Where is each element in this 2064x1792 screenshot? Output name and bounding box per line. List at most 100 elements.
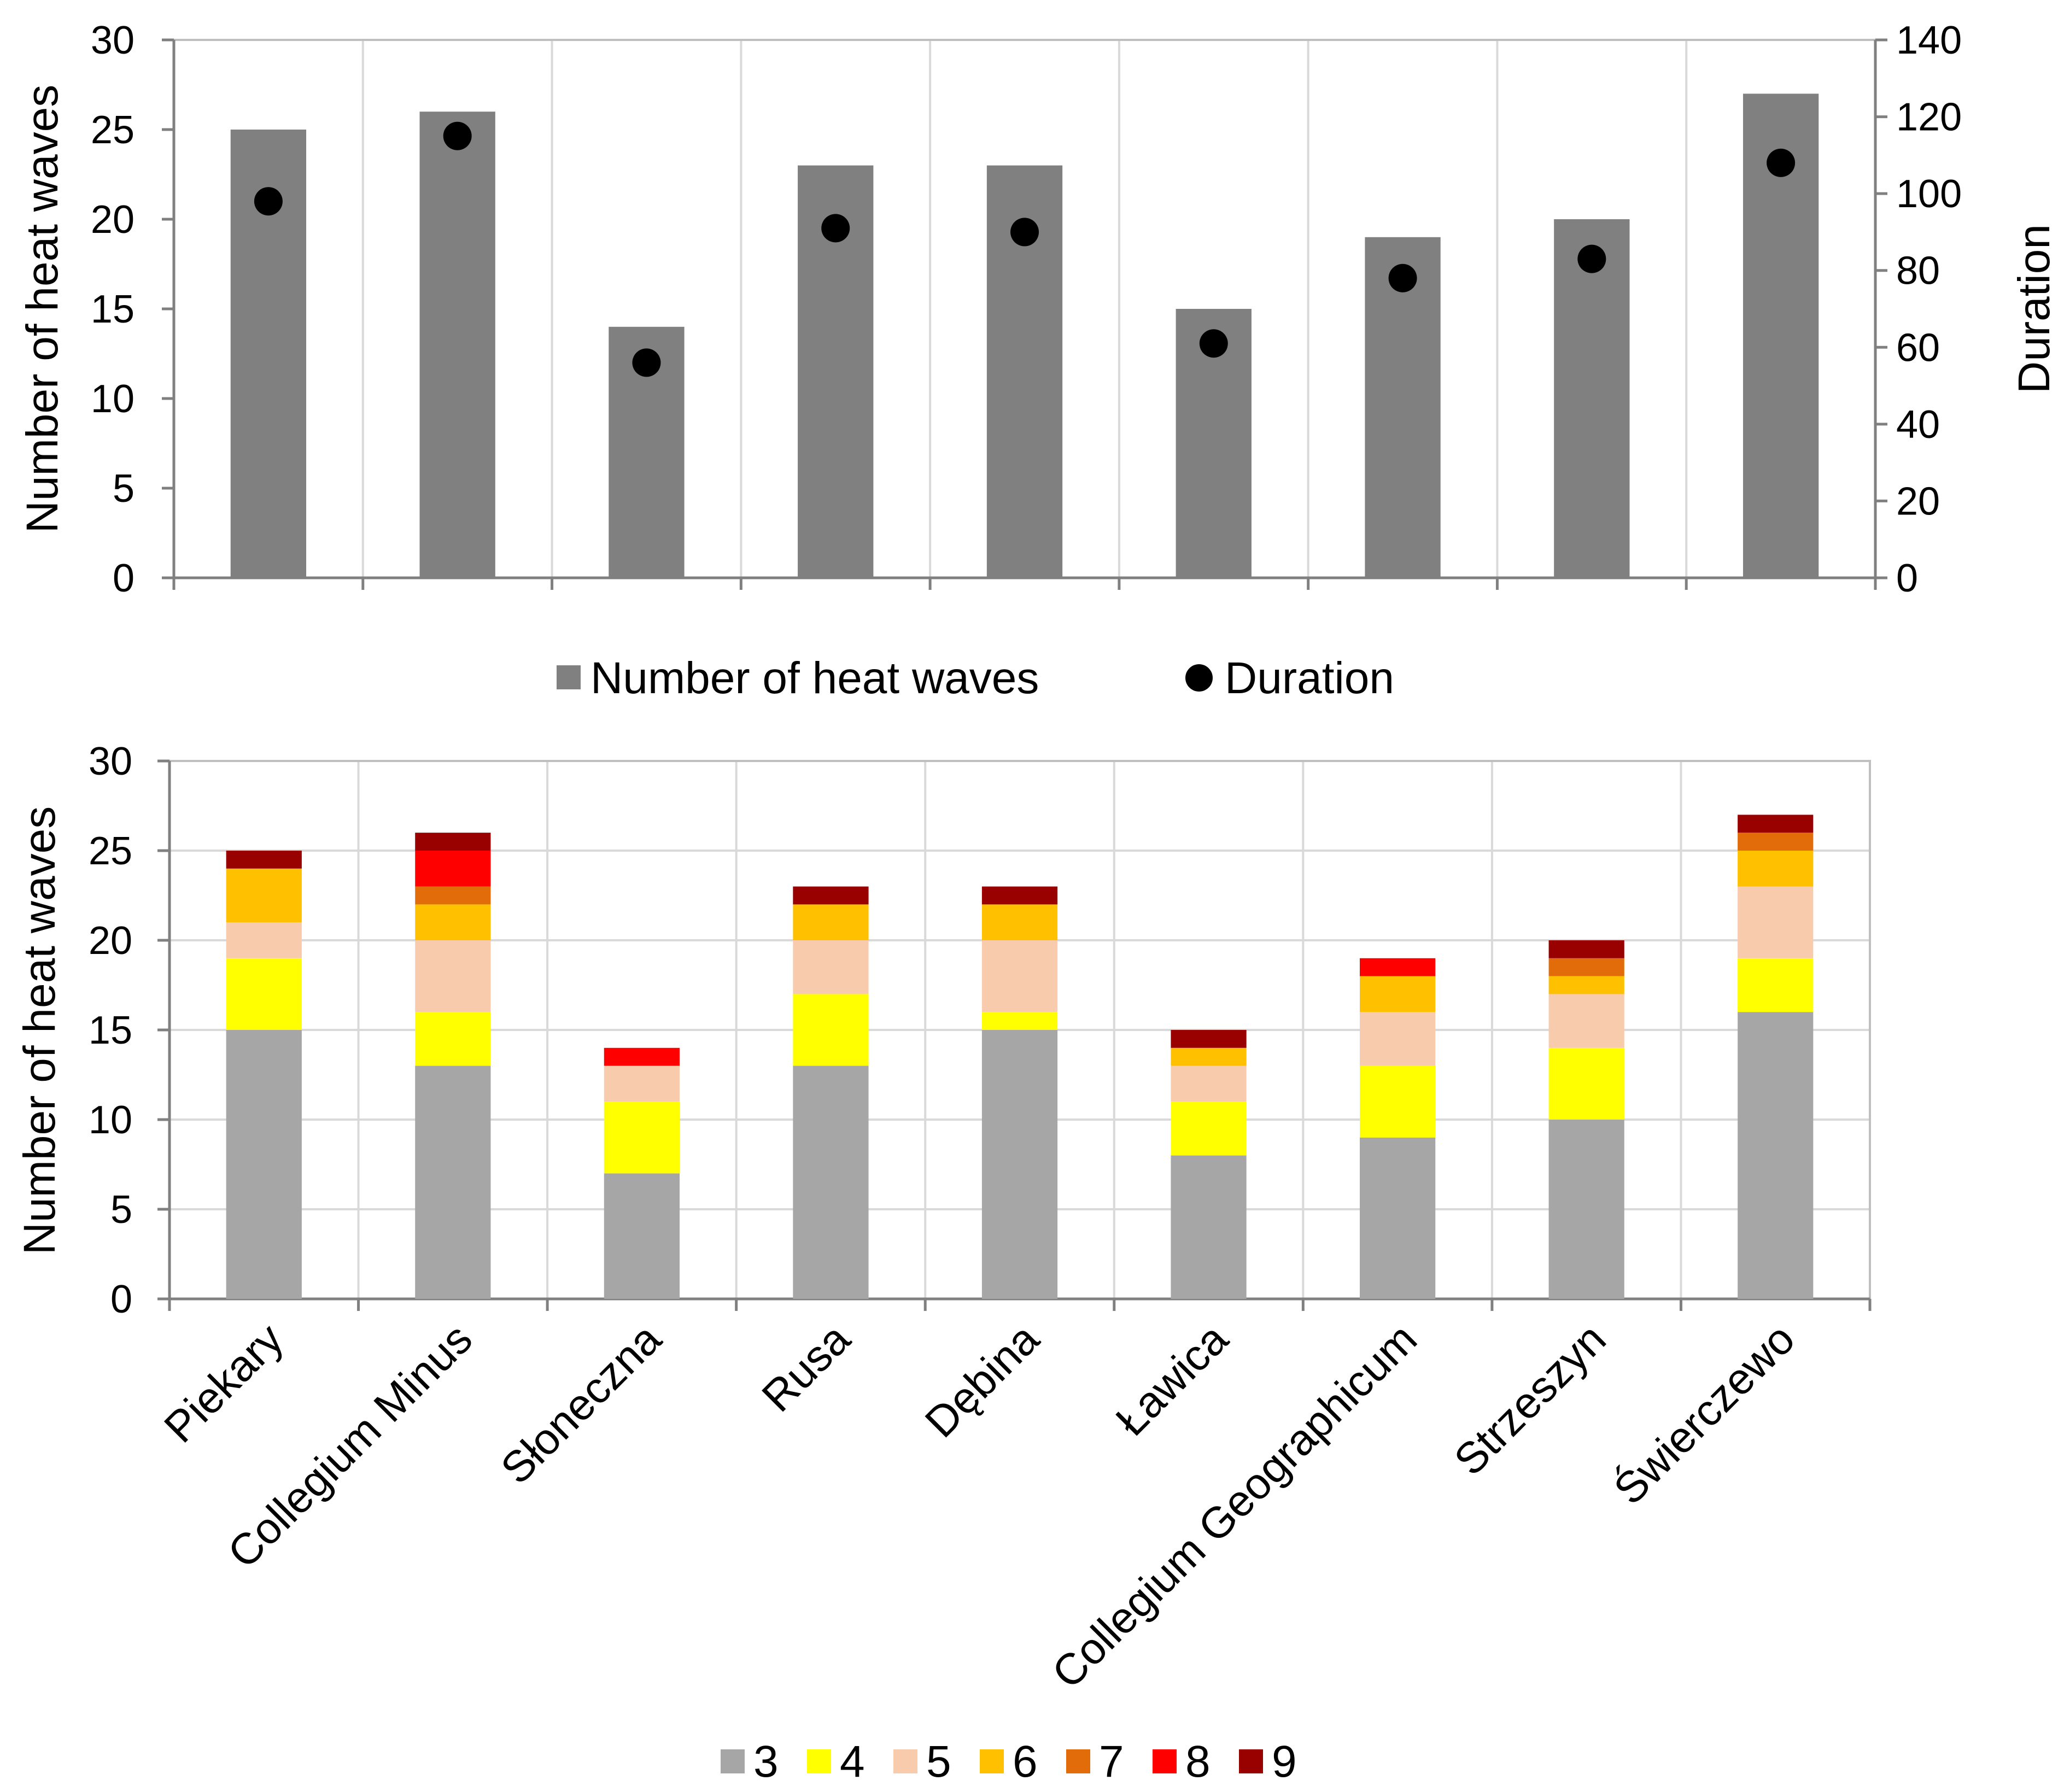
legend-marker-duration: [1185, 664, 1213, 692]
stack-segment-strzeszyn-7: [1548, 958, 1624, 976]
stack-segment-collegium-geographicum-4: [1360, 1065, 1436, 1138]
duration-point-strzeszyn: [1577, 244, 1606, 273]
top-left-tick-label: 25: [91, 108, 135, 152]
top-y-axis-title: Number of heat waves: [17, 85, 67, 533]
stack-segment-collegium-geographicum-6: [1360, 976, 1436, 1012]
top-left-tick-label: 30: [91, 19, 135, 62]
top-y2-axis-title: Duration: [2009, 224, 2059, 394]
stack-segment-collegium-geographicum-3: [1360, 1137, 1436, 1299]
top-left-tick-label: 15: [91, 288, 135, 331]
stack-segment-swierczewo-4: [1738, 958, 1814, 1012]
stack-segment-rusa-6: [793, 904, 869, 940]
bar-collegium-minus: [419, 112, 495, 578]
stack-segment-debina-5: [981, 940, 1058, 1012]
stack-segment-swierczewo-7: [1738, 833, 1814, 851]
stack-segment-piekary-5: [226, 922, 302, 958]
stack-segment-piekary-9: [226, 851, 302, 869]
top-right-tick-label: 140: [1896, 19, 1962, 62]
top-right-tick-label: 0: [1896, 557, 1918, 600]
stack-segment-debina-3: [981, 1030, 1058, 1299]
stack-segment-rusa-5: [793, 940, 869, 994]
bottom-y-tick-label: 20: [89, 919, 132, 963]
stack-segment-collegium-minus-5: [415, 940, 491, 1012]
stack-segment-collegium-geographicum-8: [1360, 958, 1436, 976]
stack-segment-lawica-9: [1171, 1030, 1247, 1048]
legend-label-duration: Duration: [1225, 653, 1394, 703]
top-right-tick-label: 20: [1896, 479, 1940, 523]
bottom-y-tick-label: 0: [110, 1278, 132, 1321]
stack-segment-piekary-4: [226, 958, 302, 1030]
stack-segment-strzeszyn-3: [1548, 1120, 1624, 1299]
stack-segment-rusa-3: [793, 1065, 869, 1299]
bottom-chart: 0 5 10 15 20 25 30 Number of heat waves: [15, 740, 1872, 1321]
bar-strzeszyn: [1554, 219, 1630, 578]
top-right-tick-label: 100: [1896, 172, 1962, 216]
duration-point-swierczewo: [1767, 148, 1796, 177]
bottom-y-tick-label: 5: [110, 1188, 132, 1232]
stack-segment-collegium-minus-3: [415, 1065, 491, 1299]
bottom-y-tick-label: 25: [89, 829, 132, 873]
legend-swatch-3: [721, 1749, 745, 1773]
duration-point-debina: [1010, 218, 1039, 247]
stack-segment-sloneczna-5: [604, 1065, 680, 1102]
duration-point-rusa: [821, 214, 850, 243]
duration-point-collegium-geographicum: [1388, 263, 1417, 292]
bottom-y-axis-title: Number of heat waves: [15, 806, 65, 1255]
legend-swatch-4: [807, 1749, 831, 1773]
top-left-tick-label: 10: [91, 377, 135, 421]
legend-label-3: 3: [753, 1737, 779, 1787]
stack-segment-strzeszyn-5: [1548, 994, 1624, 1048]
legend-label-8: 8: [1185, 1737, 1211, 1787]
bottom-y-tick-label: 30: [89, 740, 132, 783]
stack-segment-lawica-3: [1171, 1155, 1247, 1299]
duration-point-piekary: [254, 187, 283, 216]
stack-segment-lawica-4: [1171, 1102, 1247, 1156]
stack-segment-swierczewo-6: [1738, 851, 1814, 887]
top-right-tick-label: 40: [1896, 403, 1940, 447]
top-left-tick-label: 5: [113, 467, 135, 511]
duration-point-sloneczna: [632, 348, 661, 377]
legend-swatch-number-of-heat-waves: [557, 665, 581, 689]
category-label-collegium-geographicum: Collegium Geographicum: [1043, 1314, 1426, 1697]
stack-segment-swierczewo-5: [1738, 886, 1814, 958]
category-label-swierczewo: Świerczewo: [1605, 1314, 1804, 1514]
stack-segment-debina-9: [981, 886, 1058, 905]
stack-segment-collegium-minus-4: [415, 1012, 491, 1066]
top-left-tick-label: 0: [113, 557, 135, 600]
stack-segment-collegium-minus-6: [415, 904, 491, 940]
stack-segment-collegium-geographicum-5: [1360, 1012, 1436, 1066]
bar-collegium-geographicum: [1365, 237, 1441, 578]
bottom-legend: 3 4 5 6 7 8 9: [721, 1737, 1297, 1787]
stack-segment-sloneczna-4: [604, 1102, 680, 1174]
stack-segment-rusa-9: [793, 886, 869, 905]
legend-swatch-9: [1239, 1749, 1263, 1773]
legend-swatch-8: [1153, 1749, 1177, 1773]
top-right-tick-label: 120: [1896, 96, 1962, 139]
stack-segment-sloneczna-8: [604, 1047, 680, 1066]
bottom-y-tick-label: 10: [89, 1098, 132, 1142]
stack-segment-strzeszyn-4: [1548, 1047, 1624, 1120]
top-chart: 0 5 10 15 20 25 30 0 20 40 60 80 100 120 140 Number of …: [17, 19, 2059, 600]
legend-label-number-of-heat-waves: Number of heat waves: [590, 653, 1039, 703]
legend-label-5: 5: [926, 1737, 951, 1787]
category-label-rusa: Rusa: [752, 1314, 859, 1421]
legend-label-9: 9: [1272, 1737, 1297, 1787]
legend-label-6: 6: [1013, 1737, 1038, 1787]
stack-segment-lawica-6: [1171, 1047, 1247, 1066]
category-label-strzeszyn: Strzeszyn: [1445, 1314, 1615, 1484]
stack-segment-lawica-5: [1171, 1065, 1247, 1102]
stack-segment-swierczewo-9: [1738, 815, 1814, 833]
top-left-tick-label: 20: [91, 198, 135, 242]
legend-swatch-5: [893, 1749, 917, 1773]
stack-segment-sloneczna-3: [604, 1173, 680, 1299]
legend-swatch-6: [980, 1749, 1004, 1773]
stack-segment-collegium-minus-8: [415, 851, 491, 887]
category-label-debina: Dębina: [916, 1314, 1049, 1447]
stack-segment-debina-6: [981, 904, 1058, 940]
stack-segment-strzeszyn-9: [1548, 940, 1624, 958]
duration-point-collegium-minus: [443, 121, 472, 150]
bottom-y-tick-label: 15: [89, 1009, 132, 1052]
stack-segment-swierczewo-3: [1738, 1012, 1814, 1299]
stack-segment-collegium-minus-9: [415, 833, 491, 851]
